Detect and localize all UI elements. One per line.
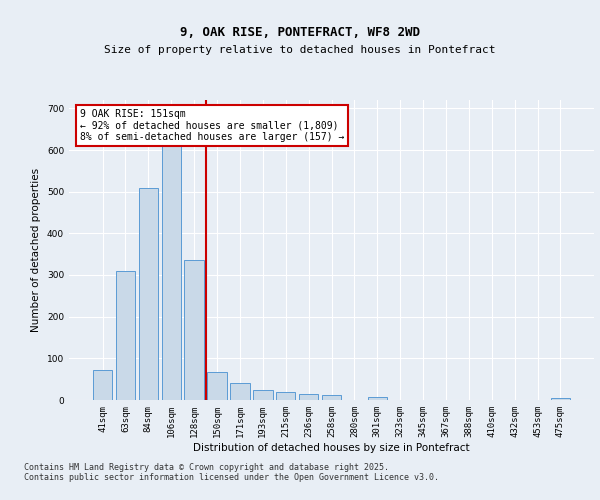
- Bar: [116, 271, 135, 400]
- Text: Size of property relative to detached houses in Pontefract: Size of property relative to detached ho…: [104, 45, 496, 55]
- Bar: [276, 392, 295, 400]
- Bar: [161, 142, 181, 400]
- Bar: [299, 394, 319, 400]
- Bar: [368, 397, 387, 400]
- Bar: [551, 398, 570, 400]
- Bar: [184, 260, 204, 400]
- Bar: [139, 188, 158, 400]
- Bar: [93, 370, 112, 400]
- Text: Contains HM Land Registry data © Crown copyright and database right 2025.
Contai: Contains HM Land Registry data © Crown c…: [24, 463, 439, 482]
- Text: 9 OAK RISE: 151sqm
← 92% of detached houses are smaller (1,809)
8% of semi-detac: 9 OAK RISE: 151sqm ← 92% of detached hou…: [79, 109, 344, 142]
- X-axis label: Distribution of detached houses by size in Pontefract: Distribution of detached houses by size …: [193, 442, 470, 452]
- Bar: [322, 394, 341, 400]
- Bar: [208, 372, 227, 400]
- Text: 9, OAK RISE, PONTEFRACT, WF8 2WD: 9, OAK RISE, PONTEFRACT, WF8 2WD: [180, 26, 420, 39]
- Bar: [253, 390, 272, 400]
- Bar: [230, 382, 250, 400]
- Y-axis label: Number of detached properties: Number of detached properties: [31, 168, 41, 332]
